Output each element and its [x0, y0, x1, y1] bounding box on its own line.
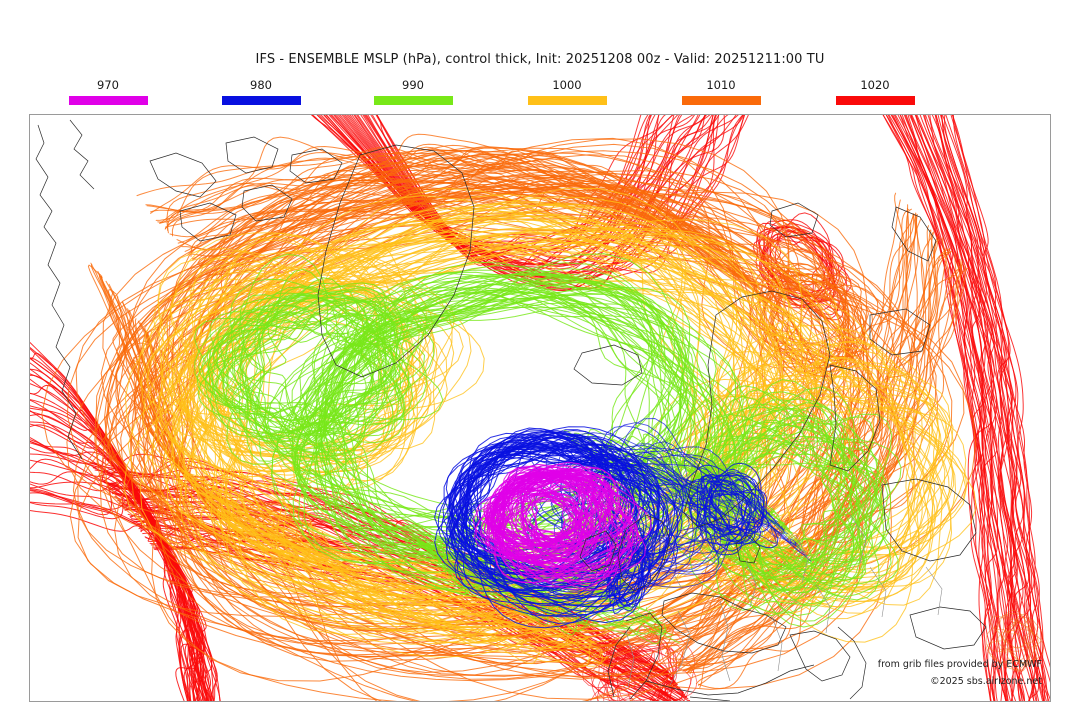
coastline-overlay	[35, 119, 987, 701]
legend-label: 1000	[552, 78, 582, 92]
contours-970	[472, 461, 652, 591]
legend-swatch-980	[221, 96, 301, 105]
spaghetti-contour-plot	[30, 115, 1050, 701]
legend-item-1000[interactable]: 1000	[497, 78, 637, 105]
legend-label: 970	[97, 78, 119, 92]
legend: 970 980 990 1000 1010 1020	[29, 78, 1051, 110]
legend-label: 990	[402, 78, 424, 92]
legend-swatch-990	[373, 96, 453, 105]
legend-item-970[interactable]: 970	[38, 78, 178, 105]
map-panel[interactable]: from grib files provided by ECMWF ©2025 …	[29, 114, 1051, 702]
legend-swatch-1010	[681, 96, 761, 105]
legend-label: 980	[250, 78, 272, 92]
legend-item-1020[interactable]: 1020	[805, 78, 945, 105]
legend-swatch-970	[68, 96, 148, 105]
legend-label: 1010	[706, 78, 736, 92]
legend-item-980[interactable]: 980	[191, 78, 331, 105]
legend-label: 1020	[860, 78, 890, 92]
legend-item-1010[interactable]: 1010	[651, 78, 791, 105]
legend-item-990[interactable]: 990	[343, 78, 483, 105]
page-title: IFS - ENSEMBLE MSLP (hPa), control thick…	[255, 52, 825, 67]
legend-swatch-1000	[527, 96, 607, 105]
legend-swatch-1020	[835, 96, 915, 105]
